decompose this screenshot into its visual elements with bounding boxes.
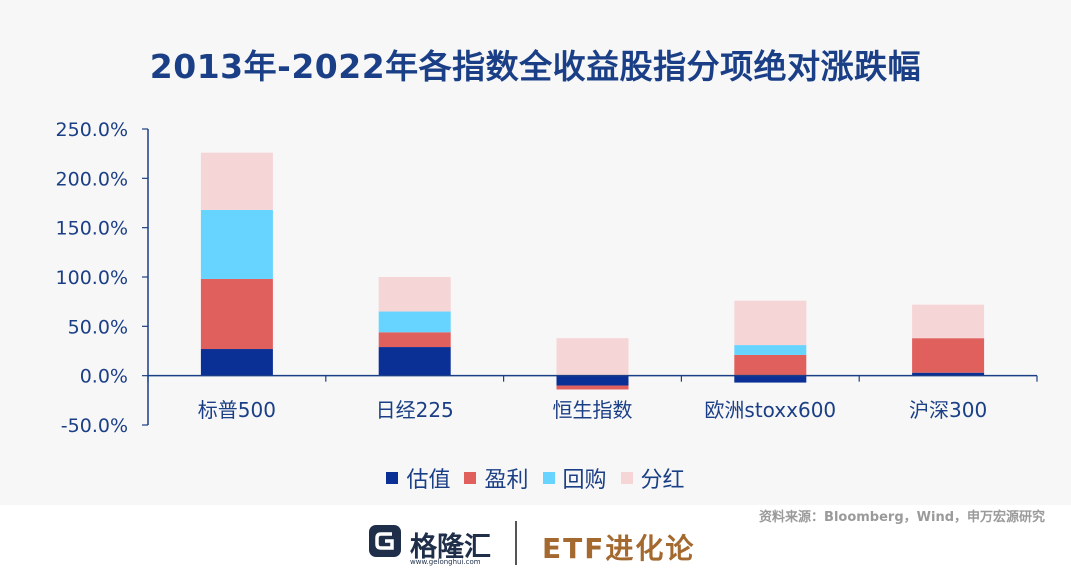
bar-segment-1-1	[378, 332, 451, 348]
y-tick-label: 250.0%	[56, 119, 128, 141]
bar-segment-0-0	[200, 349, 273, 376]
bar-segment-2-3	[556, 338, 629, 376]
legend-item: 回购	[542, 462, 607, 494]
source-note: 资料来源：Bloomberg，Wind，申万宏源研究	[759, 510, 1045, 525]
bar-segment-2-0	[556, 375, 629, 386]
bar-segment-1-2	[378, 311, 451, 333]
bar-segment-3-1	[734, 354, 807, 376]
y-tick-label: 50.0%	[68, 316, 128, 338]
legend-swatch	[464, 472, 477, 484]
bar-segment-4-3	[912, 304, 985, 339]
y-tick-label: 150.0%	[56, 218, 128, 240]
bar-segment-4-0	[912, 372, 985, 376]
bar-segment-2-1	[556, 385, 629, 390]
bar-segment-1-0	[378, 347, 451, 376]
y-tick-label: 0.0%	[80, 366, 128, 388]
bar-segment-0-2	[200, 209, 273, 279]
bar-segment-0-3	[200, 152, 273, 210]
legend-item: 估值	[386, 462, 450, 494]
legend-swatch	[542, 472, 555, 484]
legend-label: 估值	[406, 468, 451, 493]
x-tick-label: 欧洲stoxx600	[704, 398, 836, 422]
legend-item: 盈利	[464, 462, 529, 494]
x-tick-label: 标普500	[198, 398, 276, 422]
etf-brand: ETF进化论	[542, 532, 696, 565]
chart-title: 2013年-2022年各指数全收益股指分项绝对涨跌幅	[149, 47, 922, 86]
brand-url: www.gelonghui.com	[410, 558, 481, 566]
bar-segment-3-3	[734, 300, 807, 346]
y-tick-label: -50.0%	[61, 415, 128, 437]
chart-legend: 估值 盈利 回购 分红	[0, 462, 1071, 494]
footer: 格隆汇 www.gelonghui.com ETF进化论	[0, 515, 1071, 585]
legend-swatch	[620, 472, 633, 484]
bar-segment-4-1	[912, 338, 985, 373]
legend-label: 分红	[640, 468, 685, 493]
bar-segment-0-1	[200, 278, 273, 350]
y-tick-label: 100.0%	[56, 267, 128, 289]
chart-area	[0, 0, 1071, 505]
x-tick-label: 沪深300	[909, 398, 987, 422]
x-tick-label: 恒生指数	[553, 398, 633, 422]
footer-divider	[515, 521, 517, 565]
y-tick-label: 200.0%	[56, 168, 128, 190]
x-tick-label: 日经225	[376, 398, 454, 422]
bar-chart-plot: 250.0% 200.0% 150.0% 100.0% 50.0% 0.0% -50.0% 标…	[56, 119, 1038, 437]
bar-segment-3-2	[734, 345, 807, 355]
legend-swatch	[386, 472, 399, 484]
legend-item: 分红	[620, 462, 685, 494]
bar-segment-3-0	[734, 375, 807, 383]
brand-name: 格隆汇	[410, 532, 491, 563]
legend-label: 回购	[562, 468, 607, 493]
bar-segment-1-3	[378, 277, 451, 312]
legend-label: 盈利	[484, 468, 529, 493]
gelonghui-logo-icon	[369, 525, 401, 557]
